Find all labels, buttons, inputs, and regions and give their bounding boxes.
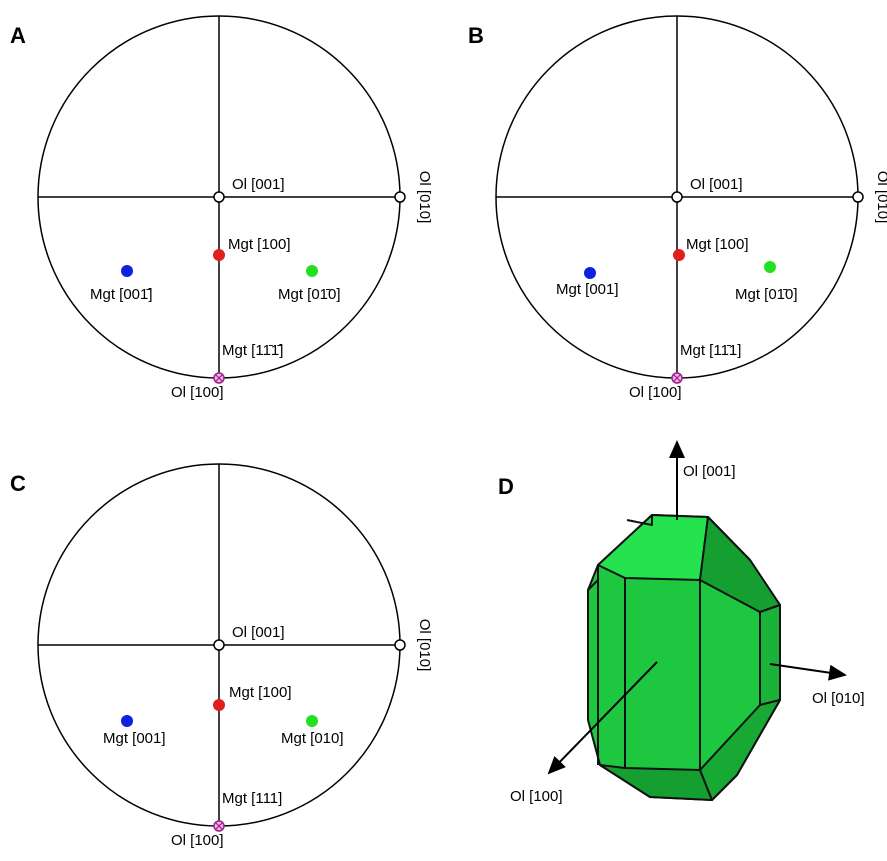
axis-label: Ol [010] bbox=[874, 171, 887, 224]
axis-label: Ol [001] bbox=[690, 176, 743, 193]
axis-label: Ol [001] bbox=[683, 463, 736, 480]
axis-label: Ol [010] bbox=[416, 171, 433, 224]
axis-label: Ol [100] bbox=[629, 384, 682, 401]
axis-pole bbox=[852, 191, 864, 203]
pole-label: Mgt [11̄1] bbox=[680, 342, 741, 359]
axis-label: Ol [001] bbox=[232, 176, 285, 193]
pole-marker bbox=[121, 265, 133, 277]
pole-label: Mgt [100] bbox=[686, 236, 749, 253]
pole-label: Mgt [100] bbox=[229, 684, 292, 701]
pole-label: Mgt [111] bbox=[222, 790, 282, 807]
pole-marker bbox=[213, 249, 225, 261]
crystal-axes bbox=[547, 440, 847, 775]
axis-label: Ol [010] bbox=[812, 690, 865, 707]
panel-letter: D bbox=[498, 474, 514, 499]
stereonet: C Ol [001] Ol [010] Ol [100] Mgt [100] Mgt [0… bbox=[10, 463, 433, 849]
crystal-drawing bbox=[587, 514, 781, 801]
panel-letter: A bbox=[10, 23, 26, 48]
pole-marker bbox=[213, 699, 225, 711]
pole-label: Mgt [001] bbox=[103, 730, 166, 747]
pole-cross bbox=[673, 374, 681, 382]
panel-letter: C bbox=[10, 471, 26, 496]
axis-label: Ol [100] bbox=[171, 832, 224, 849]
pole-label: Mgt [001̄] bbox=[90, 286, 153, 303]
pole-label: Mgt [01̄0] bbox=[278, 286, 341, 303]
pole-marker bbox=[673, 249, 685, 261]
pole-label: Mgt [01̄0] bbox=[735, 286, 798, 303]
axis-label: Ol [010] bbox=[416, 619, 433, 672]
pole-marker bbox=[121, 715, 133, 727]
pole-marker bbox=[764, 261, 776, 273]
pole-label: Mgt [100] bbox=[228, 236, 291, 253]
pole-label: Mgt [010] bbox=[281, 730, 344, 747]
pole-label: Mgt [001] bbox=[556, 281, 619, 298]
pole-marker bbox=[584, 267, 596, 279]
pole-marker bbox=[306, 715, 318, 727]
axis-pole bbox=[394, 191, 406, 203]
pole-cross bbox=[215, 374, 223, 382]
stereonet: B Ol [001] Ol [010] Ol [100] Mgt [100] Mgt [0… bbox=[468, 15, 887, 401]
panel-letter: B bbox=[468, 23, 484, 48]
stereonet: A Ol [001] Ol [010] Ol [100] Mgt [100] Mgt [0… bbox=[10, 15, 433, 401]
axis-pole bbox=[213, 639, 225, 651]
axis-pole bbox=[671, 191, 683, 203]
axis-pole bbox=[213, 191, 225, 203]
axis-label: Ol [100] bbox=[510, 788, 563, 805]
pole-label: Mgt [11̄1̄] bbox=[222, 342, 283, 359]
axis-label: Ol [001] bbox=[232, 624, 285, 641]
pole-marker bbox=[306, 265, 318, 277]
pole-cross bbox=[215, 822, 223, 830]
axis-label: Ol [100] bbox=[171, 384, 224, 401]
axis-pole bbox=[394, 639, 406, 651]
